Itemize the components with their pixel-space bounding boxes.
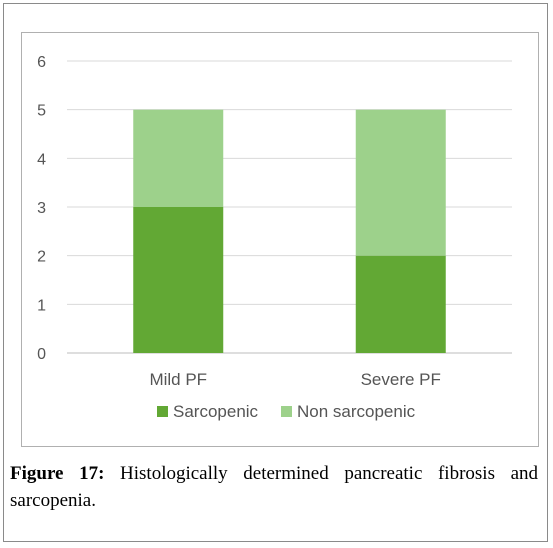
stacked-bar-chart: 0 1 2 3 4 5 6 Mild PF Severe PF Sarcopenic Non sar… <box>37 54 512 421</box>
bar-segment-non-sarcopenic-mild <box>133 109 224 207</box>
x-category-label: Mild PF <box>149 370 207 389</box>
y-tick-label: 0 <box>37 346 46 363</box>
chart-container: 0 1 2 3 4 5 6 Mild PF Severe PF Sarcopenic Non sar… <box>21 32 539 447</box>
y-tick-label: 4 <box>37 151 46 168</box>
legend-label-non-sarcopenic: Non sarcopenic <box>297 402 416 421</box>
y-tick-label: 5 <box>37 103 46 120</box>
figure-label: Figure 17: <box>10 463 105 484</box>
y-tick-label: 2 <box>37 249 46 266</box>
figure-caption: Figure 17: Histologically determined pan… <box>10 460 538 514</box>
y-tick-label: 6 <box>37 54 46 71</box>
y-tick-label: 1 <box>37 297 46 314</box>
figure-caption-text: Histologically determined pancreatic fib… <box>10 463 539 511</box>
figure-frame: 0 1 2 3 4 5 6 Mild PF Severe PF Sarcopenic Non sar… <box>3 3 548 542</box>
y-tick-label: 3 <box>37 200 46 217</box>
legend-label-sarcopenic: Sarcopenic <box>173 402 259 421</box>
x-category-label: Severe PF <box>361 370 441 389</box>
bar-segment-non-sarcopenic-severe <box>355 109 446 256</box>
bar-segment-sarcopenic-mild <box>133 207 224 353</box>
legend-swatch-non-sarcopenic <box>281 406 292 417</box>
legend-swatch-sarcopenic <box>157 406 168 417</box>
bar-segment-sarcopenic-severe <box>355 255 446 353</box>
